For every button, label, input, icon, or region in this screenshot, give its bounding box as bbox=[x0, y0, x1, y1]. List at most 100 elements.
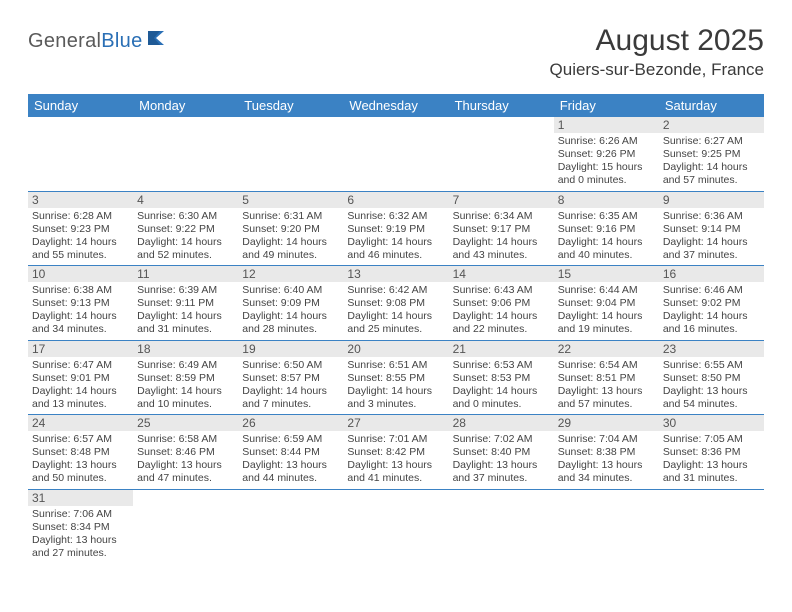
calendar-week-row: 24Sunrise: 6:57 AMSunset: 8:48 PMDayligh… bbox=[28, 415, 764, 490]
day-detail: Sunrise: 6:36 AMSunset: 9:14 PMDaylight:… bbox=[659, 208, 764, 266]
sunset-text: Sunset: 9:13 PM bbox=[32, 297, 129, 310]
calendar-cell: 19Sunrise: 6:50 AMSunset: 8:57 PMDayligh… bbox=[238, 340, 343, 415]
calendar-cell: 21 Sunrise: 6:53 AMSunset: 8:53 PMDayligh… bbox=[449, 340, 554, 415]
brand-part1: General bbox=[28, 30, 101, 52]
daylight-text: and 49 minutes. bbox=[242, 249, 339, 262]
daylight-text: Daylight: 14 hours bbox=[663, 236, 760, 249]
calendar-cell: 5Sunrise: 6:31 AMSunset: 9:20 PMDaylight… bbox=[238, 191, 343, 266]
sunrise-text: Sunrise: 6:58 AM bbox=[137, 433, 234, 446]
brand-logo: GeneralBlue bbox=[28, 30, 173, 53]
calendar-cell: 9Sunrise: 6:36 AMSunset: 9:14 PMDaylight… bbox=[659, 191, 764, 266]
day-number: 31 bbox=[28, 490, 133, 506]
calendar-cell bbox=[343, 489, 448, 563]
sunrise-text: Sunrise: 6:40 AM bbox=[242, 284, 339, 297]
sunrise-text: Sunrise: 7:05 AM bbox=[663, 433, 760, 446]
day-detail: Sunrise: 6:43 AMSunset: 9:06 PMDaylight:… bbox=[449, 282, 554, 340]
daylight-text: and 55 minutes. bbox=[32, 249, 129, 262]
calendar-header-row: Sunday Monday Tuesday Wednesday Thursday… bbox=[28, 94, 764, 117]
sunset-text: Sunset: 9:02 PM bbox=[663, 297, 760, 310]
daylight-text: Daylight: 14 hours bbox=[663, 161, 760, 174]
sunset-text: Sunset: 8:48 PM bbox=[32, 446, 129, 459]
day-header: Thursday bbox=[449, 94, 554, 117]
month-title: August 2025 bbox=[550, 24, 764, 58]
day-detail: Sunrise: 7:04 AMSunset: 8:38 PMDaylight:… bbox=[554, 431, 659, 489]
day-number: 3 bbox=[28, 192, 133, 208]
daylight-text: Daylight: 14 hours bbox=[32, 385, 129, 398]
day-header: Monday bbox=[133, 94, 238, 117]
daylight-text: and 22 minutes. bbox=[453, 323, 550, 336]
day-detail: Sunrise: 6:47 AMSunset: 9:01 PMDaylight:… bbox=[28, 357, 133, 415]
sunset-text: Sunset: 9:23 PM bbox=[32, 223, 129, 236]
sunset-text: Sunset: 8:36 PM bbox=[663, 446, 760, 459]
day-detail: Sunrise: 7:01 AMSunset: 8:42 PMDaylight:… bbox=[343, 431, 448, 489]
daylight-text: Daylight: 13 hours bbox=[663, 459, 760, 472]
day-number: 29 bbox=[554, 415, 659, 431]
calendar-cell: 29Sunrise: 7:04 AMSunset: 8:38 PMDayligh… bbox=[554, 415, 659, 490]
day-detail: Sunrise: 6:27 AMSunset: 9:25 PMDaylight:… bbox=[659, 133, 764, 191]
calendar-cell bbox=[133, 117, 238, 191]
daylight-text: and 46 minutes. bbox=[347, 249, 444, 262]
day-number: 11 bbox=[133, 266, 238, 282]
calendar-cell: 17Sunrise: 6:47 AMSunset: 9:01 PMDayligh… bbox=[28, 340, 133, 415]
day-detail: Sunrise: 6:50 AMSunset: 8:57 PMDaylight:… bbox=[238, 357, 343, 415]
daylight-text: and 44 minutes. bbox=[242, 472, 339, 485]
calendar-cell bbox=[659, 489, 764, 563]
day-detail: Sunrise: 7:06 AMSunset: 8:34 PMDaylight:… bbox=[28, 506, 133, 564]
sunrise-text: Sunrise: 6:53 AM bbox=[453, 359, 550, 372]
day-number: 6 bbox=[343, 192, 448, 208]
day-number: 4 bbox=[133, 192, 238, 208]
sunrise-text: Sunrise: 6:50 AM bbox=[242, 359, 339, 372]
sunset-text: Sunset: 8:38 PM bbox=[558, 446, 655, 459]
day-number: 14 bbox=[449, 266, 554, 282]
day-detail: Sunrise: 6:57 AMSunset: 8:48 PMDaylight:… bbox=[28, 431, 133, 489]
calendar-cell bbox=[238, 489, 343, 563]
sunset-text: Sunset: 8:51 PM bbox=[558, 372, 655, 385]
daylight-text: and 57 minutes. bbox=[663, 174, 760, 187]
daylight-text: Daylight: 14 hours bbox=[453, 385, 550, 398]
title-block: August 2025 Quiers-sur-Bezonde, France bbox=[550, 24, 764, 80]
sunrise-text: Sunrise: 6:27 AM bbox=[663, 135, 760, 148]
calendar-cell: 18Sunrise: 6:49 AMSunset: 8:59 PMDayligh… bbox=[133, 340, 238, 415]
day-detail: Sunrise: 6:39 AMSunset: 9:11 PMDaylight:… bbox=[133, 282, 238, 340]
calendar-cell bbox=[133, 489, 238, 563]
sunset-text: Sunset: 8:34 PM bbox=[32, 521, 129, 534]
daylight-text: Daylight: 14 hours bbox=[347, 236, 444, 249]
location-subtitle: Quiers-sur-Bezonde, France bbox=[550, 60, 764, 80]
calendar-cell: 1Sunrise: 6:26 AMSunset: 9:26 PMDaylight… bbox=[554, 117, 659, 191]
daylight-text: and 25 minutes. bbox=[347, 323, 444, 336]
sunrise-text: Sunrise: 6:34 AM bbox=[453, 210, 550, 223]
day-number: 7 bbox=[449, 192, 554, 208]
day-header: Tuesday bbox=[238, 94, 343, 117]
daylight-text: Daylight: 14 hours bbox=[137, 385, 234, 398]
calendar-week-row: 10Sunrise: 6:38 AMSunset: 9:13 PMDayligh… bbox=[28, 266, 764, 341]
sunset-text: Sunset: 8:57 PM bbox=[242, 372, 339, 385]
day-detail: Sunrise: 6:51 AMSunset: 8:55 PMDaylight:… bbox=[343, 357, 448, 415]
sunset-text: Sunset: 9:16 PM bbox=[558, 223, 655, 236]
day-number: 1 bbox=[554, 117, 659, 133]
calendar-cell: 25Sunrise: 6:58 AMSunset: 8:46 PMDayligh… bbox=[133, 415, 238, 490]
day-detail: Sunrise: 7:05 AMSunset: 8:36 PMDaylight:… bbox=[659, 431, 764, 489]
daylight-text: and 13 minutes. bbox=[32, 398, 129, 411]
sunset-text: Sunset: 8:50 PM bbox=[663, 372, 760, 385]
day-number: 22 bbox=[554, 341, 659, 357]
day-detail: Sunrise: 7:02 AMSunset: 8:40 PMDaylight:… bbox=[449, 431, 554, 489]
daylight-text: and 37 minutes. bbox=[663, 249, 760, 262]
day-number: 21 bbox=[449, 341, 554, 357]
sunset-text: Sunset: 8:53 PM bbox=[453, 372, 550, 385]
calendar-table: Sunday Monday Tuesday Wednesday Thursday… bbox=[28, 94, 764, 563]
daylight-text: and 3 minutes. bbox=[347, 398, 444, 411]
daylight-text: Daylight: 14 hours bbox=[137, 310, 234, 323]
sunrise-text: Sunrise: 6:42 AM bbox=[347, 284, 444, 297]
day-number: 19 bbox=[238, 341, 343, 357]
brand-part2: Blue bbox=[101, 30, 142, 52]
day-detail: Sunrise: 6:46 AMSunset: 9:02 PMDaylight:… bbox=[659, 282, 764, 340]
daylight-text: Daylight: 14 hours bbox=[347, 385, 444, 398]
calendar-cell: 11Sunrise: 6:39 AMSunset: 9:11 PMDayligh… bbox=[133, 266, 238, 341]
daylight-text: and 52 minutes. bbox=[137, 249, 234, 262]
calendar-cell: 3Sunrise: 6:28 AMSunset: 9:23 PMDaylight… bbox=[28, 191, 133, 266]
sunset-text: Sunset: 8:40 PM bbox=[453, 446, 550, 459]
day-number: 10 bbox=[28, 266, 133, 282]
daylight-text: and 31 minutes. bbox=[137, 323, 234, 336]
calendar-cell: 16Sunrise: 6:46 AMSunset: 9:02 PMDayligh… bbox=[659, 266, 764, 341]
calendar-cell: 7Sunrise: 6:34 AMSunset: 9:17 PMDaylight… bbox=[449, 191, 554, 266]
